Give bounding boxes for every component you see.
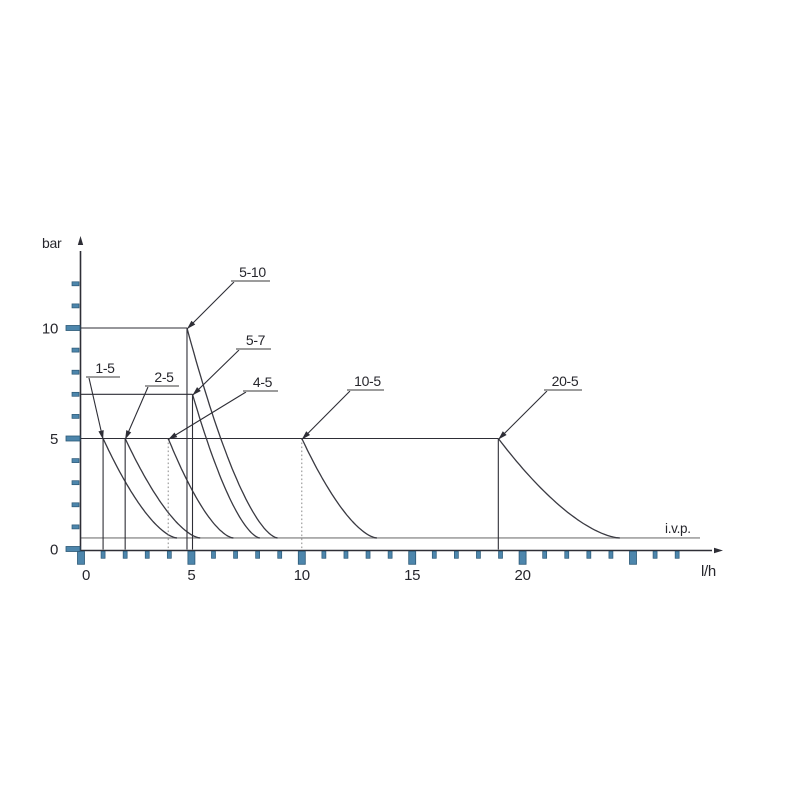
x-minor-tick-23 [586, 550, 592, 559]
y-minor-tick-7 [71, 391, 80, 397]
x-axis-unit-label: l/h [701, 563, 716, 580]
x-minor-tick-7 [233, 550, 238, 559]
x-major-tick-15 [408, 550, 417, 565]
callout-arrow-icon-10-5 [301, 431, 311, 440]
ivp-label: i.v.p. [665, 521, 691, 536]
callout-arrow-icon-1-5 [98, 430, 104, 440]
callout-leader-5-7 [192, 349, 240, 396]
x-minor-tick-26 [652, 550, 658, 559]
x-minor-tick-24 [608, 550, 614, 559]
curve-label-2-5: 2-5 [154, 369, 174, 385]
callout-leader-10-5 [301, 390, 351, 440]
curve-2-5 [124, 438, 201, 539]
x-minor-tick-6 [211, 550, 216, 559]
x-minor-tick-13 [365, 550, 371, 559]
curve-label-4-5: 4-5 [253, 374, 273, 390]
y-minor-tick-8 [71, 369, 80, 375]
x-major-tick-20 [518, 550, 527, 565]
curve-label-1-5: 1-5 [95, 360, 115, 376]
y-tick-label-10: 10 [42, 321, 58, 338]
curve-10-5 [301, 438, 378, 539]
x-axis-arrow-icon [714, 547, 723, 554]
x-minor-tick-4 [166, 550, 172, 559]
callout-leader-1-5 [88, 377, 104, 440]
y-major-tick-5 [65, 435, 81, 442]
y-axis-arrow-icon [77, 236, 84, 245]
x-major-tick-5 [187, 550, 196, 565]
x-minor-tick-3 [144, 550, 150, 559]
callout-leader-20-5 [497, 390, 548, 440]
y-minor-tick-12 [71, 281, 80, 287]
y-minor-tick-2 [71, 502, 80, 508]
y-minor-tick-4 [71, 458, 80, 463]
curve-label-5-7: 5-7 [246, 332, 266, 348]
curve-5-10 [186, 327, 278, 539]
x-minor-tick-2 [122, 550, 128, 559]
x-minor-tick-9 [277, 550, 283, 559]
x-minor-tick-14 [387, 550, 393, 559]
callout-arrow-icon-5-10 [186, 320, 196, 329]
x-minor-tick-17 [454, 550, 459, 559]
x-tick-label-0: 0 [82, 567, 90, 584]
callout-arrow-icon-4-5 [168, 432, 178, 440]
x-major-tick-25 [629, 550, 637, 565]
callout-leader-5-10 [186, 281, 235, 330]
x-tick-label-10: 10 [294, 567, 310, 584]
x-tick-label-5: 5 [187, 567, 195, 584]
y-axis-unit-label: bar [42, 235, 62, 251]
curve-1-5 [102, 438, 178, 539]
y-minor-tick-11 [71, 303, 80, 309]
curve-label-20-5: 20-5 [552, 373, 579, 389]
callout-arrow-icon-5-7 [192, 387, 201, 396]
curve-20-5 [497, 438, 620, 539]
x-minor-tick-27 [674, 550, 680, 559]
y-tick-label-0: 0 [50, 542, 58, 559]
y-minor-tick-9 [71, 347, 80, 353]
x-tick-label-15: 15 [404, 567, 420, 584]
curve-label-5-10: 5-10 [239, 264, 266, 280]
y-major-tick-10 [65, 325, 81, 331]
x-major-tick-10 [297, 550, 306, 565]
curve-4-5 [167, 438, 234, 539]
callout-arrow-icon-20-5 [498, 431, 507, 440]
x-tick-label-20: 20 [515, 567, 531, 584]
curve-label-10-5: 10-5 [354, 373, 381, 389]
x-minor-tick-16 [431, 550, 437, 559]
x-minor-tick-1 [100, 550, 106, 559]
curve-5-7 [191, 394, 260, 539]
x-minor-tick-19 [498, 550, 503, 559]
y-major-tick-0 [65, 546, 81, 552]
y-minor-tick-6 [71, 414, 80, 419]
x-minor-tick-22 [564, 550, 570, 559]
callout-leader-2-5 [124, 386, 149, 440]
callout-arrow-icon-2-5 [125, 430, 132, 440]
x-minor-tick-11 [321, 550, 327, 559]
x-minor-tick-8 [255, 550, 260, 559]
x-minor-tick-21 [542, 550, 548, 559]
x-minor-tick-18 [476, 550, 481, 559]
x-major-tick-0 [77, 550, 85, 565]
callout-leader-4-5 [167, 391, 247, 440]
x-minor-tick-12 [343, 550, 349, 559]
y-minor-tick-1 [71, 524, 80, 530]
y-minor-tick-3 [71, 480, 80, 486]
y-tick-label-5: 5 [50, 431, 58, 448]
